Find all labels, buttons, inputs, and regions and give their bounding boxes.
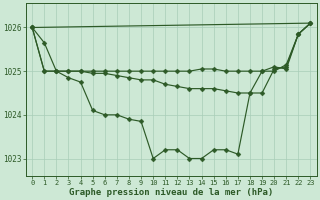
X-axis label: Graphe pression niveau de la mer (hPa): Graphe pression niveau de la mer (hPa)	[69, 188, 274, 197]
